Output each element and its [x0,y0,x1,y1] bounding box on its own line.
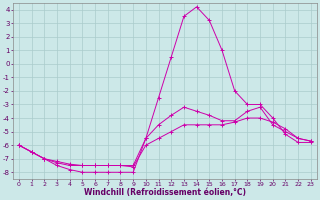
X-axis label: Windchill (Refroidissement éolien,°C): Windchill (Refroidissement éolien,°C) [84,188,246,197]
